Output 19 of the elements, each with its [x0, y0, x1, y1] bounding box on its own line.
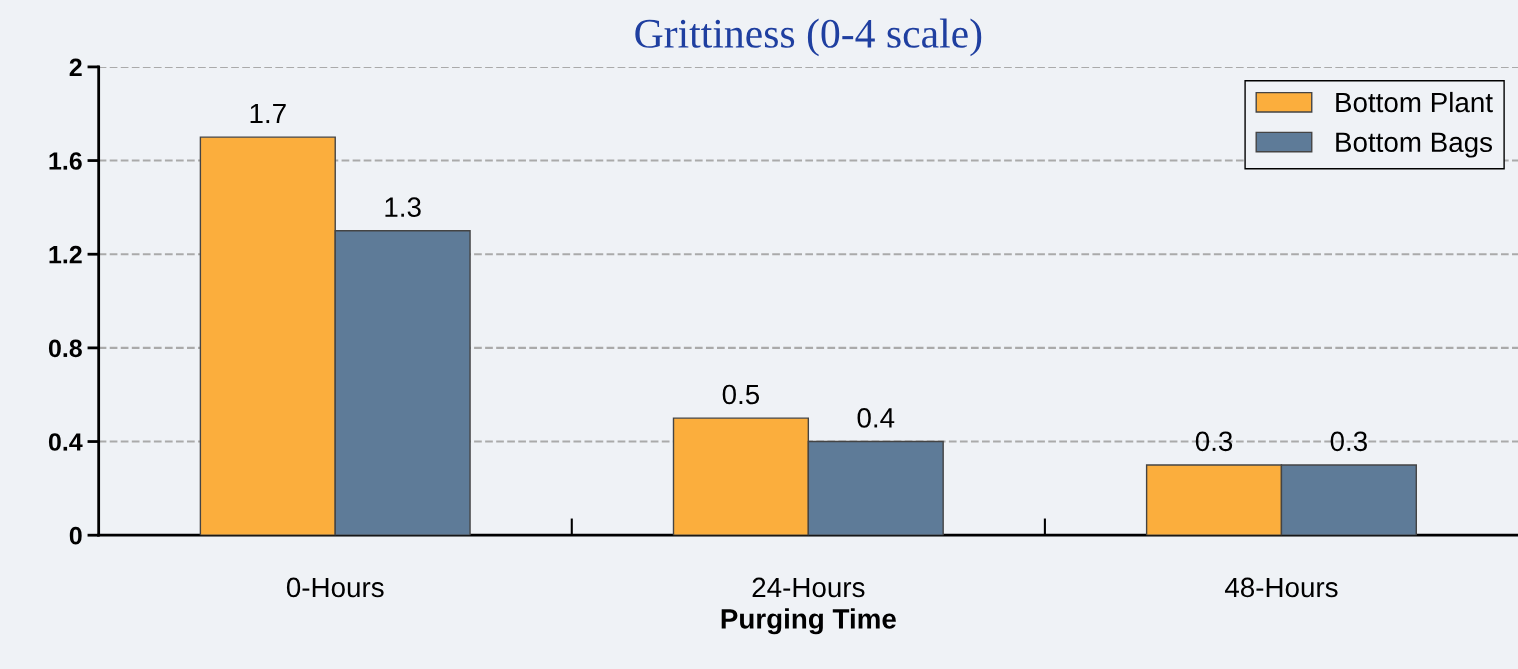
y-tick-label: 0.8 — [48, 339, 82, 358]
y-tick-label: 0 — [69, 526, 82, 545]
data-label: 0.4 — [857, 408, 895, 428]
y-tick-label: 2 — [69, 58, 82, 76]
data-label: 1.3 — [385, 197, 421, 217]
legend-label: Bottom Bags — [1336, 132, 1492, 158]
data-label: 0.3 — [1195, 431, 1233, 452]
x-axis-title: Purging Time — [721, 608, 896, 635]
x-tick-label: 24-Hours — [752, 577, 865, 598]
data-label: 0.5 — [722, 384, 760, 405]
chart-title: Grittiness (0-4 scale) — [635, 18, 982, 57]
data-label: 0.3 — [1330, 431, 1367, 452]
x-tick-label: 48-Hours — [1224, 577, 1338, 598]
y-tick-label: 1.2 — [49, 245, 82, 264]
y-tick-label: 0.4 — [48, 433, 83, 451]
y-tick-label: 1.6 — [49, 152, 82, 170]
data-label: 1.7 — [250, 103, 286, 124]
x-tick-label: 0-Hours — [286, 577, 384, 598]
legend-label: Bottom Plant — [1336, 91, 1493, 113]
